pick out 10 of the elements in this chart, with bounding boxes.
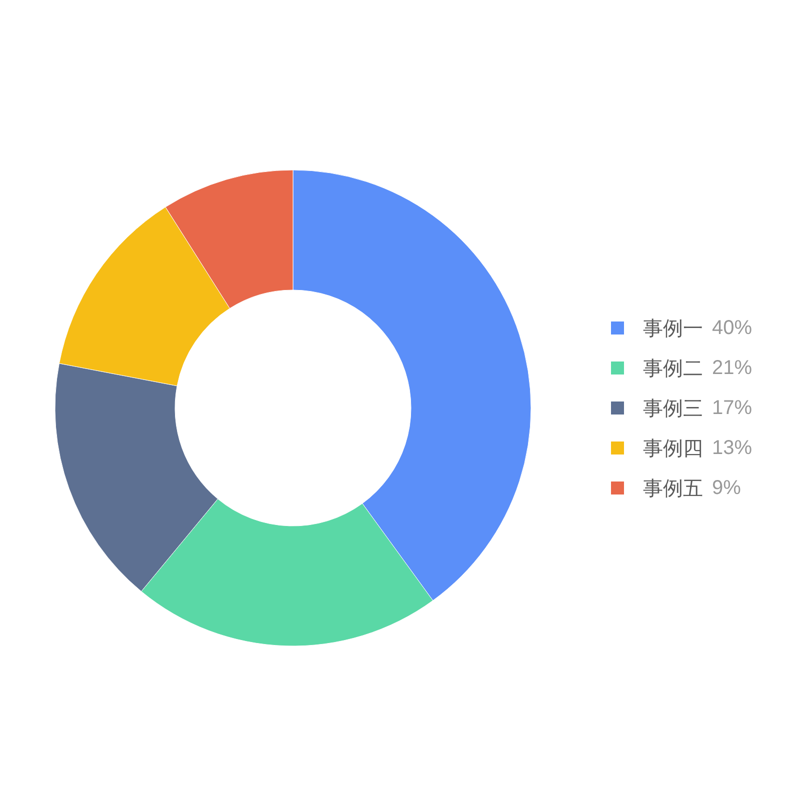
legend-label: 事例四 <box>643 436 703 460</box>
legend-label: 事例三 <box>643 396 703 420</box>
legend-label: 事例一 <box>643 316 703 340</box>
legend-label: 事例五 <box>643 476 703 500</box>
data-label: 17% <box>712 397 752 419</box>
data-label: 40% <box>712 317 752 339</box>
data-label: 13% <box>712 437 752 459</box>
data-label: 9% <box>712 477 742 499</box>
data-label: 21% <box>712 357 752 379</box>
legend-label: 事例二 <box>643 356 703 380</box>
